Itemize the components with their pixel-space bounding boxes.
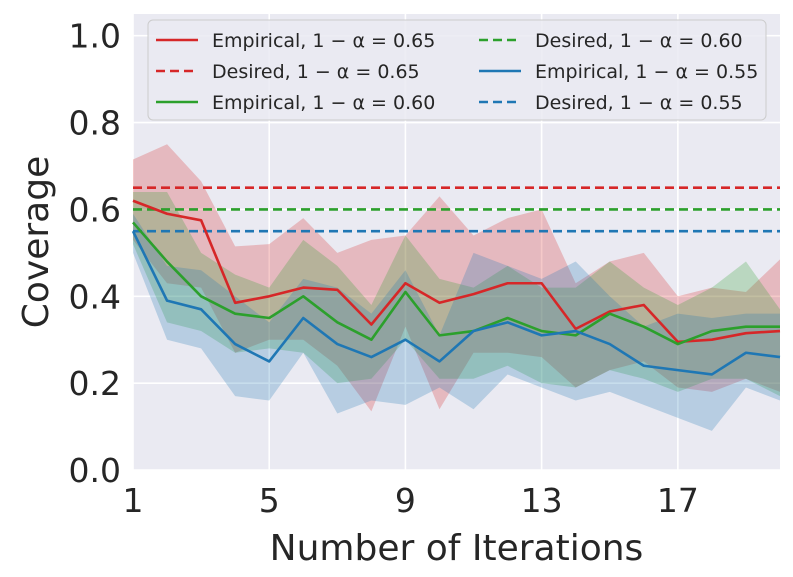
legend-label: Desired, 1 − α = 0.55	[535, 92, 743, 114]
y-tick-label: 0.2	[69, 364, 121, 403]
legend-label: Desired, 1 − α = 0.65	[212, 61, 420, 83]
y-tick-label: 0.4	[69, 277, 121, 316]
x-tick-label: 13	[521, 481, 563, 520]
y-axis-label: Coverage	[16, 156, 57, 328]
x-tick-label: 9	[395, 481, 416, 520]
coverage-chart: 1 5 9 13 17 0.0 0.2 0.4 0.6 0.8 1.0 Number of Ite…	[0, 0, 793, 577]
legend-label: Empirical, 1 − α = 0.60	[212, 92, 435, 114]
legend-label: Empirical, 1 − α = 0.55	[535, 61, 758, 83]
x-axis-label: Number of Iterations	[270, 528, 644, 569]
legend: Empirical, 1 − α = 0.65 Desired, 1 − α = …	[148, 20, 766, 120]
x-tick-label: 17	[657, 481, 699, 520]
y-tick-label: 0.0	[69, 451, 121, 490]
y-tick-label: 0.8	[69, 104, 121, 143]
y-tick-labels: 0.0 0.2 0.4 0.6 0.8 1.0	[69, 17, 121, 490]
legend-label: Empirical, 1 − α = 0.65	[212, 30, 435, 52]
x-tick-label: 5	[259, 481, 280, 520]
chart-svg: 1 5 9 13 17 0.0 0.2 0.4 0.6 0.8 1.0 Number of Ite…	[0, 0, 793, 577]
y-tick-label: 1.0	[69, 17, 121, 56]
x-tick-labels: 1 5 9 13 17	[123, 481, 699, 520]
x-tick-label: 1	[123, 481, 144, 520]
legend-label: Desired, 1 − α = 0.60	[535, 30, 743, 52]
y-tick-label: 0.6	[69, 190, 121, 229]
